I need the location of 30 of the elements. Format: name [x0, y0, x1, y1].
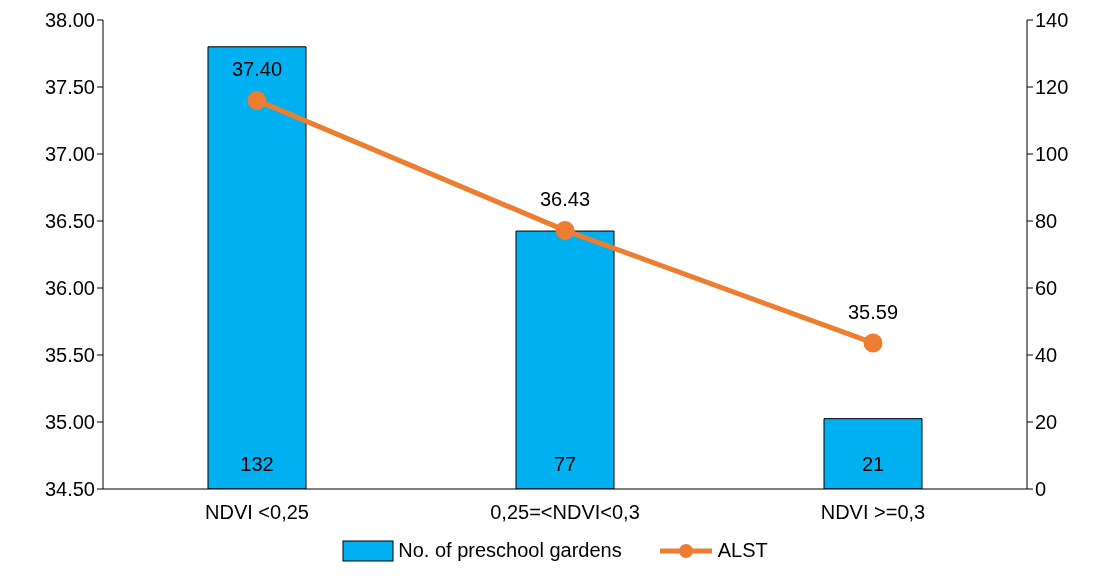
x-tick-label: NDVI <0,25 [205, 501, 309, 524]
y2-tick-label: 80 [1035, 210, 1058, 233]
y2-tick-label: 140 [1035, 9, 1069, 32]
legend-label: No. of preschool gardens [398, 539, 622, 562]
y2-tick-label: 100 [1035, 143, 1069, 166]
x-tick-label: 0,25=<NDVI<0,3 [490, 501, 640, 524]
y2-tick-label: 60 [1035, 277, 1058, 300]
data-label: 36.43 [539, 188, 591, 211]
y2-tick-label: 20 [1035, 411, 1058, 434]
legend-label: ALST [717, 539, 768, 562]
point [247, 90, 267, 110]
y2-tick-label: 0 [1035, 478, 1047, 501]
point [863, 333, 883, 353]
y-tick-label: 37.50 [44, 76, 95, 99]
data-label: 21 [861, 453, 885, 475]
point [555, 220, 575, 240]
data-label: 77 [553, 453, 577, 475]
y-tick-label: 36.50 [44, 210, 95, 233]
y-tick-label: 36.00 [44, 277, 95, 300]
y2-tick-label: 120 [1035, 76, 1069, 99]
y-tick-label: 34.50 [44, 478, 95, 501]
data-label: 35.59 [847, 300, 899, 323]
y-tick-label: 38.00 [44, 9, 95, 32]
y-tick-label: 35.00 [44, 411, 95, 434]
y-tick-label: 35.50 [44, 344, 95, 367]
y2-tick-label: 40 [1035, 344, 1058, 367]
y-tick-label: 37.00 [44, 143, 95, 166]
x-tick-label: NDVI >=0,3 [820, 501, 926, 524]
data-label: 132 [240, 453, 274, 475]
data-label: 37.40 [231, 58, 283, 81]
